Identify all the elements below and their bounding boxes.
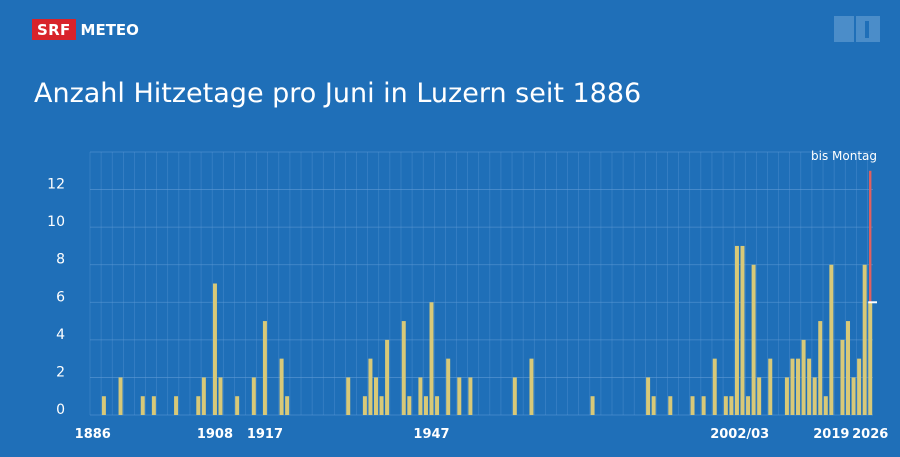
bar — [379, 396, 384, 415]
bar — [368, 358, 373, 415]
y-tick-label: 8 — [56, 252, 65, 268]
bar — [829, 264, 834, 415]
bar — [468, 377, 473, 415]
x-tick-label: 2019 — [813, 427, 849, 442]
bar — [862, 264, 867, 415]
y-tick-label: 6 — [56, 289, 65, 305]
bar-layer — [101, 170, 877, 415]
y-tick-label: 4 — [56, 327, 65, 343]
y-tick-label: 12 — [47, 177, 65, 193]
bar — [651, 396, 656, 415]
bar — [734, 245, 739, 415]
x-tick-label: 1908 — [197, 427, 233, 442]
bar — [201, 377, 206, 415]
bar — [235, 396, 240, 415]
bar — [818, 321, 823, 415]
bar — [385, 339, 390, 415]
y-tick-label: 0 — [56, 402, 65, 418]
srf-meteo-logo: SRF METEO — [32, 19, 139, 40]
bar — [251, 377, 256, 415]
bar — [690, 396, 695, 415]
bar — [784, 377, 789, 415]
bar — [857, 358, 862, 415]
bar — [346, 377, 351, 415]
bar — [196, 396, 201, 415]
bar — [285, 396, 290, 415]
bar — [279, 358, 284, 415]
bar — [768, 358, 773, 415]
bar — [729, 396, 734, 415]
bar — [457, 377, 462, 415]
bar — [218, 377, 223, 415]
bar — [823, 396, 828, 415]
bar — [101, 396, 106, 415]
bar — [140, 396, 145, 415]
x-tick-labels: 1886 1908 1917 1947 2002/03 2019 2026 — [75, 427, 889, 442]
chart-title: Anzahl Hitzetage pro Juni in Luzern seit… — [34, 78, 642, 109]
bar — [429, 302, 434, 415]
bar — [851, 377, 856, 415]
bar — [757, 377, 762, 415]
bar — [212, 283, 217, 415]
bar — [435, 396, 440, 415]
bar — [712, 358, 717, 415]
bar — [846, 321, 851, 415]
bar — [840, 339, 845, 415]
bar — [646, 377, 651, 415]
x-tick-label: 1886 — [75, 427, 111, 442]
annotation-bis-montag: bis Montag — [811, 149, 877, 163]
bar — [174, 396, 179, 415]
bar — [668, 396, 673, 415]
x-tick-label: 1947 — [413, 427, 449, 442]
bar — [790, 358, 795, 415]
srf1-channel-icon — [834, 16, 880, 42]
x-tick-label: 1917 — [247, 427, 283, 442]
y-tick-label: 10 — [47, 214, 65, 230]
annotation-layer: bis Montag — [811, 149, 877, 163]
bar — [373, 377, 378, 415]
bar — [529, 358, 534, 415]
bar — [118, 377, 123, 415]
bar — [418, 377, 423, 415]
bar — [407, 396, 412, 415]
bar — [796, 358, 801, 415]
bar — [812, 377, 817, 415]
bar — [701, 396, 706, 415]
bar — [590, 396, 595, 415]
bar — [751, 264, 756, 415]
logo-meteo: METEO — [80, 20, 139, 39]
x-tick-label: 2026 — [852, 427, 888, 442]
bar — [807, 358, 812, 415]
bar — [362, 396, 367, 415]
logo-srf: SRF — [32, 19, 76, 40]
bar — [512, 377, 517, 415]
bar — [262, 321, 267, 415]
bar — [446, 358, 451, 415]
bar — [746, 396, 751, 415]
current-projection-bar — [869, 170, 872, 303]
bar — [151, 396, 156, 415]
y-tick-label: 2 — [56, 364, 65, 380]
x-tick-label: 2002/03 — [710, 427, 769, 442]
bar — [740, 245, 745, 415]
bar — [801, 339, 806, 415]
bar — [868, 302, 873, 415]
bar — [401, 321, 406, 415]
bar — [723, 396, 728, 415]
bar — [423, 396, 428, 415]
y-tick-labels: 0 2 4 6 8 10 12 — [47, 177, 65, 418]
